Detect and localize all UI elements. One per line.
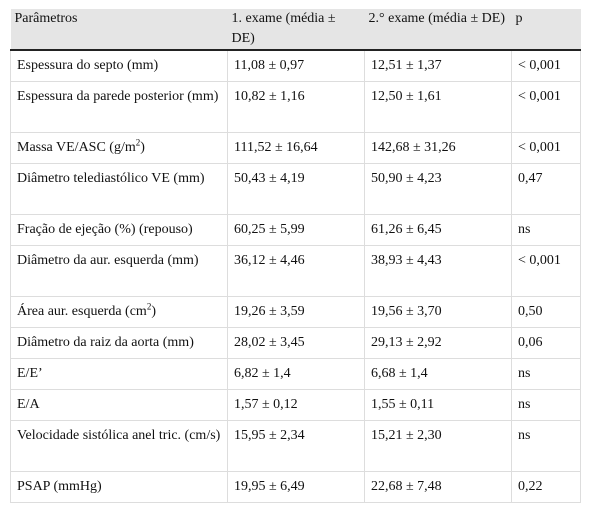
table-row: E/E’ 6,82 ± 1,4 6,68 ± 1,4 ns bbox=[10, 358, 581, 390]
exam1-cell: 6,82 ± 1,4 bbox=[227, 358, 365, 390]
table-row: Espessura do septo (mm) 11,08 ± 0,97 12,… bbox=[10, 49, 581, 82]
parameter-cell: PSAP (mmHg) bbox=[10, 471, 228, 503]
exam2-cell: 15,21 ± 2,30 bbox=[364, 420, 512, 472]
exam2-cell: 29,13 ± 2,92 bbox=[364, 327, 512, 359]
table-row: Velocidade sistólica anel tric. (cm/s) 1… bbox=[10, 420, 581, 472]
p-value-cell: < 0,001 bbox=[511, 132, 581, 164]
parameter-text: Área aur. esquerda (cm bbox=[17, 304, 147, 319]
parameter-cell: Área aur. esquerda (cm2) bbox=[10, 296, 228, 328]
parameter-superscript: 2 bbox=[146, 301, 152, 312]
parameter-cell: Diâmetro da raiz da aorta (mm) bbox=[10, 327, 228, 359]
p-value-cell: 0,06 bbox=[511, 327, 581, 359]
header-exam2: 2.° exame (média ± DE) bbox=[364, 9, 512, 51]
header-exam1: 1. exame (média ± DE) bbox=[227, 9, 365, 51]
parameter-text: Massa VE/ASC (g/m bbox=[17, 140, 136, 155]
exam2-cell: 142,68 ± 31,26 bbox=[364, 132, 512, 164]
header-parameters: Parâmetros bbox=[10, 9, 228, 51]
table-row: Massa VE/ASC (g/m2) 111,52 ± 16,64 142,6… bbox=[10, 132, 581, 164]
parameter-cell: Diâmetro telediastólico VE (mm) bbox=[10, 163, 228, 215]
parameter-superscript: 2 bbox=[135, 137, 141, 148]
p-value-cell: 0,47 bbox=[511, 163, 581, 215]
p-value-cell: 0,22 bbox=[511, 471, 581, 503]
p-value-cell: ns bbox=[511, 358, 581, 390]
exam1-cell: 50,43 ± 4,19 bbox=[227, 163, 365, 215]
exam1-cell: 19,26 ± 3,59 bbox=[227, 296, 365, 328]
exam1-cell: 11,08 ± 0,97 bbox=[227, 49, 365, 82]
exam1-cell: 19,95 ± 6,49 bbox=[227, 471, 365, 503]
exam2-cell: 38,93 ± 4,43 bbox=[364, 245, 512, 297]
exam2-cell: 6,68 ± 1,4 bbox=[364, 358, 512, 390]
parameter-cell: Velocidade sistólica anel tric. (cm/s) bbox=[10, 420, 228, 472]
exam2-cell: 19,56 ± 3,70 bbox=[364, 296, 512, 328]
exam1-cell: 10,82 ± 1,16 bbox=[227, 81, 365, 133]
exam2-cell: 50,90 ± 4,23 bbox=[364, 163, 512, 215]
header-p-value: p bbox=[511, 9, 581, 51]
table-header: Parâmetros 1. exame (média ± DE) 2.° exa… bbox=[10, 9, 581, 51]
exam2-cell: 12,50 ± 1,61 bbox=[364, 81, 512, 133]
exam2-cell: 22,68 ± 7,48 bbox=[364, 471, 512, 503]
p-value-cell: ns bbox=[511, 214, 581, 246]
exam1-cell: 15,95 ± 2,34 bbox=[227, 420, 365, 472]
p-value-cell: < 0,001 bbox=[511, 81, 581, 133]
exam1-cell: 60,25 ± 5,99 bbox=[227, 214, 365, 246]
exam1-cell: 36,12 ± 4,46 bbox=[227, 245, 365, 297]
parameter-text-end: ) bbox=[140, 140, 145, 155]
header-row: Parâmetros 1. exame (média ± DE) 2.° exa… bbox=[10, 9, 581, 51]
table-row: PSAP (mmHg) 19,95 ± 6,49 22,68 ± 7,48 0,… bbox=[10, 471, 581, 503]
parameter-cell: Espessura do septo (mm) bbox=[10, 49, 228, 82]
table-body: Espessura do septo (mm) 11,08 ± 0,97 12,… bbox=[10, 49, 581, 503]
parameter-cell: Fração de ejeção (%) (repouso) bbox=[10, 214, 228, 246]
p-value-cell: < 0,001 bbox=[511, 245, 581, 297]
parameter-cell: Massa VE/ASC (g/m2) bbox=[10, 132, 228, 164]
parameter-cell: E/A bbox=[10, 389, 228, 421]
table-row: Área aur. esquerda (cm2) 19,26 ± 3,59 19… bbox=[10, 296, 581, 328]
parameter-text-end: ) bbox=[151, 304, 156, 319]
exam1-cell: 28,02 ± 3,45 bbox=[227, 327, 365, 359]
table-row: Diâmetro telediastólico VE (mm) 50,43 ± … bbox=[10, 163, 581, 215]
parameter-cell: Diâmetro da aur. esquerda (mm) bbox=[10, 245, 228, 297]
exam1-cell: 111,52 ± 16,64 bbox=[227, 132, 365, 164]
table-row: Espessura da parede posterior (mm) 10,82… bbox=[10, 81, 581, 133]
table-row: Diâmetro da aur. esquerda (mm) 36,12 ± 4… bbox=[10, 245, 581, 297]
exam2-cell: 61,26 ± 6,45 bbox=[364, 214, 512, 246]
parameter-cell: E/E’ bbox=[10, 358, 228, 390]
exam2-cell: 1,55 ± 0,11 bbox=[364, 389, 512, 421]
exam2-cell: 12,51 ± 1,37 bbox=[364, 49, 512, 82]
p-value-cell: ns bbox=[511, 389, 581, 421]
p-value-cell: < 0,001 bbox=[511, 49, 581, 82]
table-row: Diâmetro da raiz da aorta (mm) 28,02 ± 3… bbox=[10, 327, 581, 359]
p-value-cell: 0,50 bbox=[511, 296, 581, 328]
echo-parameters-table: Parâmetros 1. exame (média ± DE) 2.° exa… bbox=[10, 9, 581, 503]
table-row: E/A 1,57 ± 0,12 1,55 ± 0,11 ns bbox=[10, 389, 581, 421]
table-row: Fração de ejeção (%) (repouso) 60,25 ± 5… bbox=[10, 214, 581, 246]
p-value-cell: ns bbox=[511, 420, 581, 472]
parameter-cell: Espessura da parede posterior (mm) bbox=[10, 81, 228, 133]
exam1-cell: 1,57 ± 0,12 bbox=[227, 389, 365, 421]
